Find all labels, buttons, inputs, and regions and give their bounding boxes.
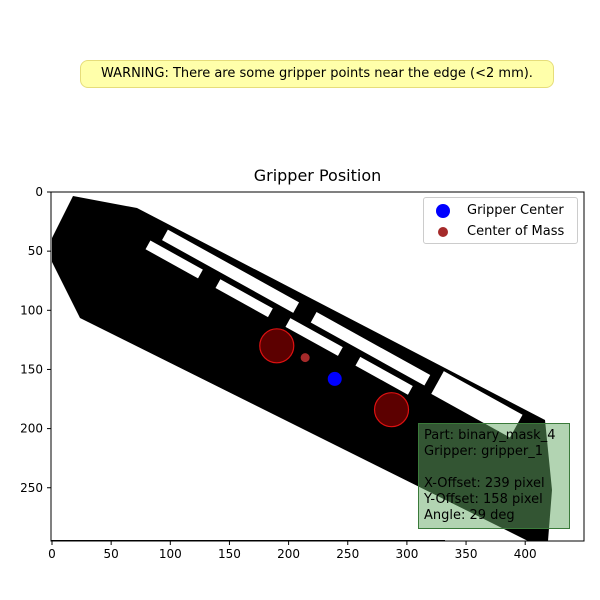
- gripper-center-point: [327, 371, 342, 386]
- info-box: Part: binary_mask_4 Gripper: gripper_1 X…: [418, 423, 570, 529]
- x-tick-label: 50: [104, 547, 119, 561]
- axes-frame: [50, 191, 585, 542]
- info-angle: Angle: 29 deg: [424, 508, 515, 523]
- x-tick-label: 300: [395, 547, 418, 561]
- x-tick-label: 400: [514, 547, 537, 561]
- x-axis: 0 50 100 150 200 250 300 350 400: [48, 541, 537, 561]
- y-axis: 0 50 100 150 200 250: [20, 185, 51, 495]
- y-tick-label: 150: [20, 362, 43, 376]
- legend-label-gripper-center: Gripper Center: [467, 203, 564, 218]
- x-tick-label: 0: [48, 547, 56, 561]
- x-tick-label: 350: [455, 547, 478, 561]
- info-part: Part: binary_mask_4: [424, 428, 556, 443]
- x-tick-label: 100: [159, 547, 182, 561]
- y-tick-label: 250: [20, 481, 43, 495]
- info-y-offset: Y-Offset: 158 pixel: [424, 492, 543, 507]
- warning-banner: WARNING: There are some gripper points n…: [80, 60, 554, 88]
- x-tick-label: 200: [277, 547, 300, 561]
- info-x-offset: X-Offset: 239 pixel: [424, 476, 545, 491]
- y-tick-label: 200: [20, 422, 43, 436]
- y-tick-label: 100: [20, 303, 43, 317]
- chart-title: Gripper Position: [253, 166, 382, 185]
- info-gripper: Gripper: gripper_1: [424, 444, 543, 459]
- center-of-mass-marker-icon: [438, 227, 448, 237]
- legend: Gripper Center Center of Mass: [423, 197, 578, 244]
- x-tick-label: 150: [218, 547, 241, 561]
- legend-item-center-of-mass: Center of Mass: [424, 222, 579, 242]
- x-tick-label: 250: [336, 547, 359, 561]
- y-tick-label: 0: [35, 185, 43, 199]
- legend-label-center-of-mass: Center of Mass: [467, 224, 565, 239]
- gripper-point-1: [259, 328, 295, 364]
- gripper-point-2: [373, 392, 410, 428]
- y-tick-label: 50: [28, 244, 43, 258]
- legend-item-gripper-center: Gripper Center: [424, 201, 579, 221]
- center-of-mass-point: [300, 353, 310, 363]
- info-blank: [424, 460, 564, 476]
- gripper-center-marker-icon: [436, 204, 450, 218]
